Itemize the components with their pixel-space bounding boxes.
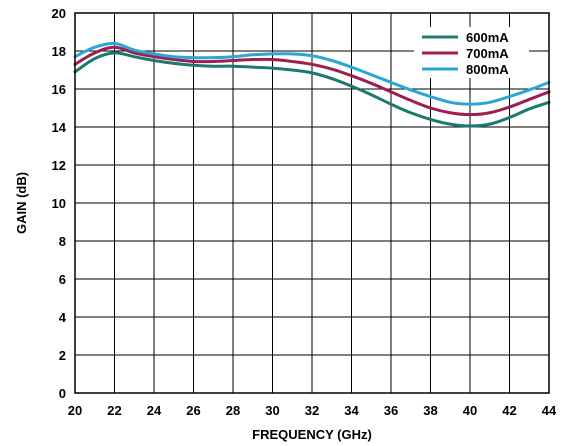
series-line-600mA	[73, 51, 551, 128]
y-tick-label-18: 18	[52, 44, 66, 59]
x-axis-label: FREQUENCY (GHz)	[252, 427, 372, 442]
x-tick-label-24: 24	[147, 403, 162, 418]
x-tick-label-28: 28	[226, 403, 240, 418]
x-tick-label-40: 40	[463, 403, 477, 418]
plot-area-frame	[74, 12, 550, 394]
series-line-700mA	[73, 45, 551, 117]
legend-label-800mA: 800mA	[466, 62, 509, 77]
y-tick-label-12: 12	[52, 158, 66, 173]
x-tick-label-34: 34	[344, 403, 359, 418]
x-axis-ticks: 20 22 24 26 28 30 32 34 36 38 40 42 44	[68, 403, 557, 418]
y-tick-label-20: 20	[52, 6, 66, 21]
x-tick-label-44: 44	[542, 403, 557, 418]
legend-label-600mA: 600mA	[466, 30, 509, 45]
y-tick-label-0: 0	[59, 386, 66, 401]
y-tick-label-6: 6	[59, 272, 66, 287]
x-tick-label-30: 30	[265, 403, 279, 418]
x-tick-label-22: 22	[107, 403, 121, 418]
series-lines	[73, 41, 551, 128]
x-tick-label-20: 20	[68, 403, 82, 418]
legend-label-700mA: 700mA	[466, 46, 509, 61]
y-tick-label-8: 8	[59, 234, 66, 249]
x-tick-label-38: 38	[423, 403, 437, 418]
x-tick-label-36: 36	[384, 403, 398, 418]
y-tick-label-2: 2	[59, 348, 66, 363]
y-tick-label-14: 14	[52, 120, 67, 135]
y-axis-ticks: 0 2 4 6 8 10 12 14 16 18 20	[52, 6, 67, 401]
y-tick-label-16: 16	[52, 82, 66, 97]
y-tick-label-10: 10	[52, 196, 66, 211]
y-tick-label-4: 4	[59, 310, 67, 325]
x-tick-label-26: 26	[186, 403, 200, 418]
x-tick-label-42: 42	[502, 403, 516, 418]
x-tick-label-32: 32	[305, 403, 319, 418]
series-line-800mA	[73, 41, 551, 106]
y-axis-label: GAIN (dB)	[14, 172, 29, 234]
